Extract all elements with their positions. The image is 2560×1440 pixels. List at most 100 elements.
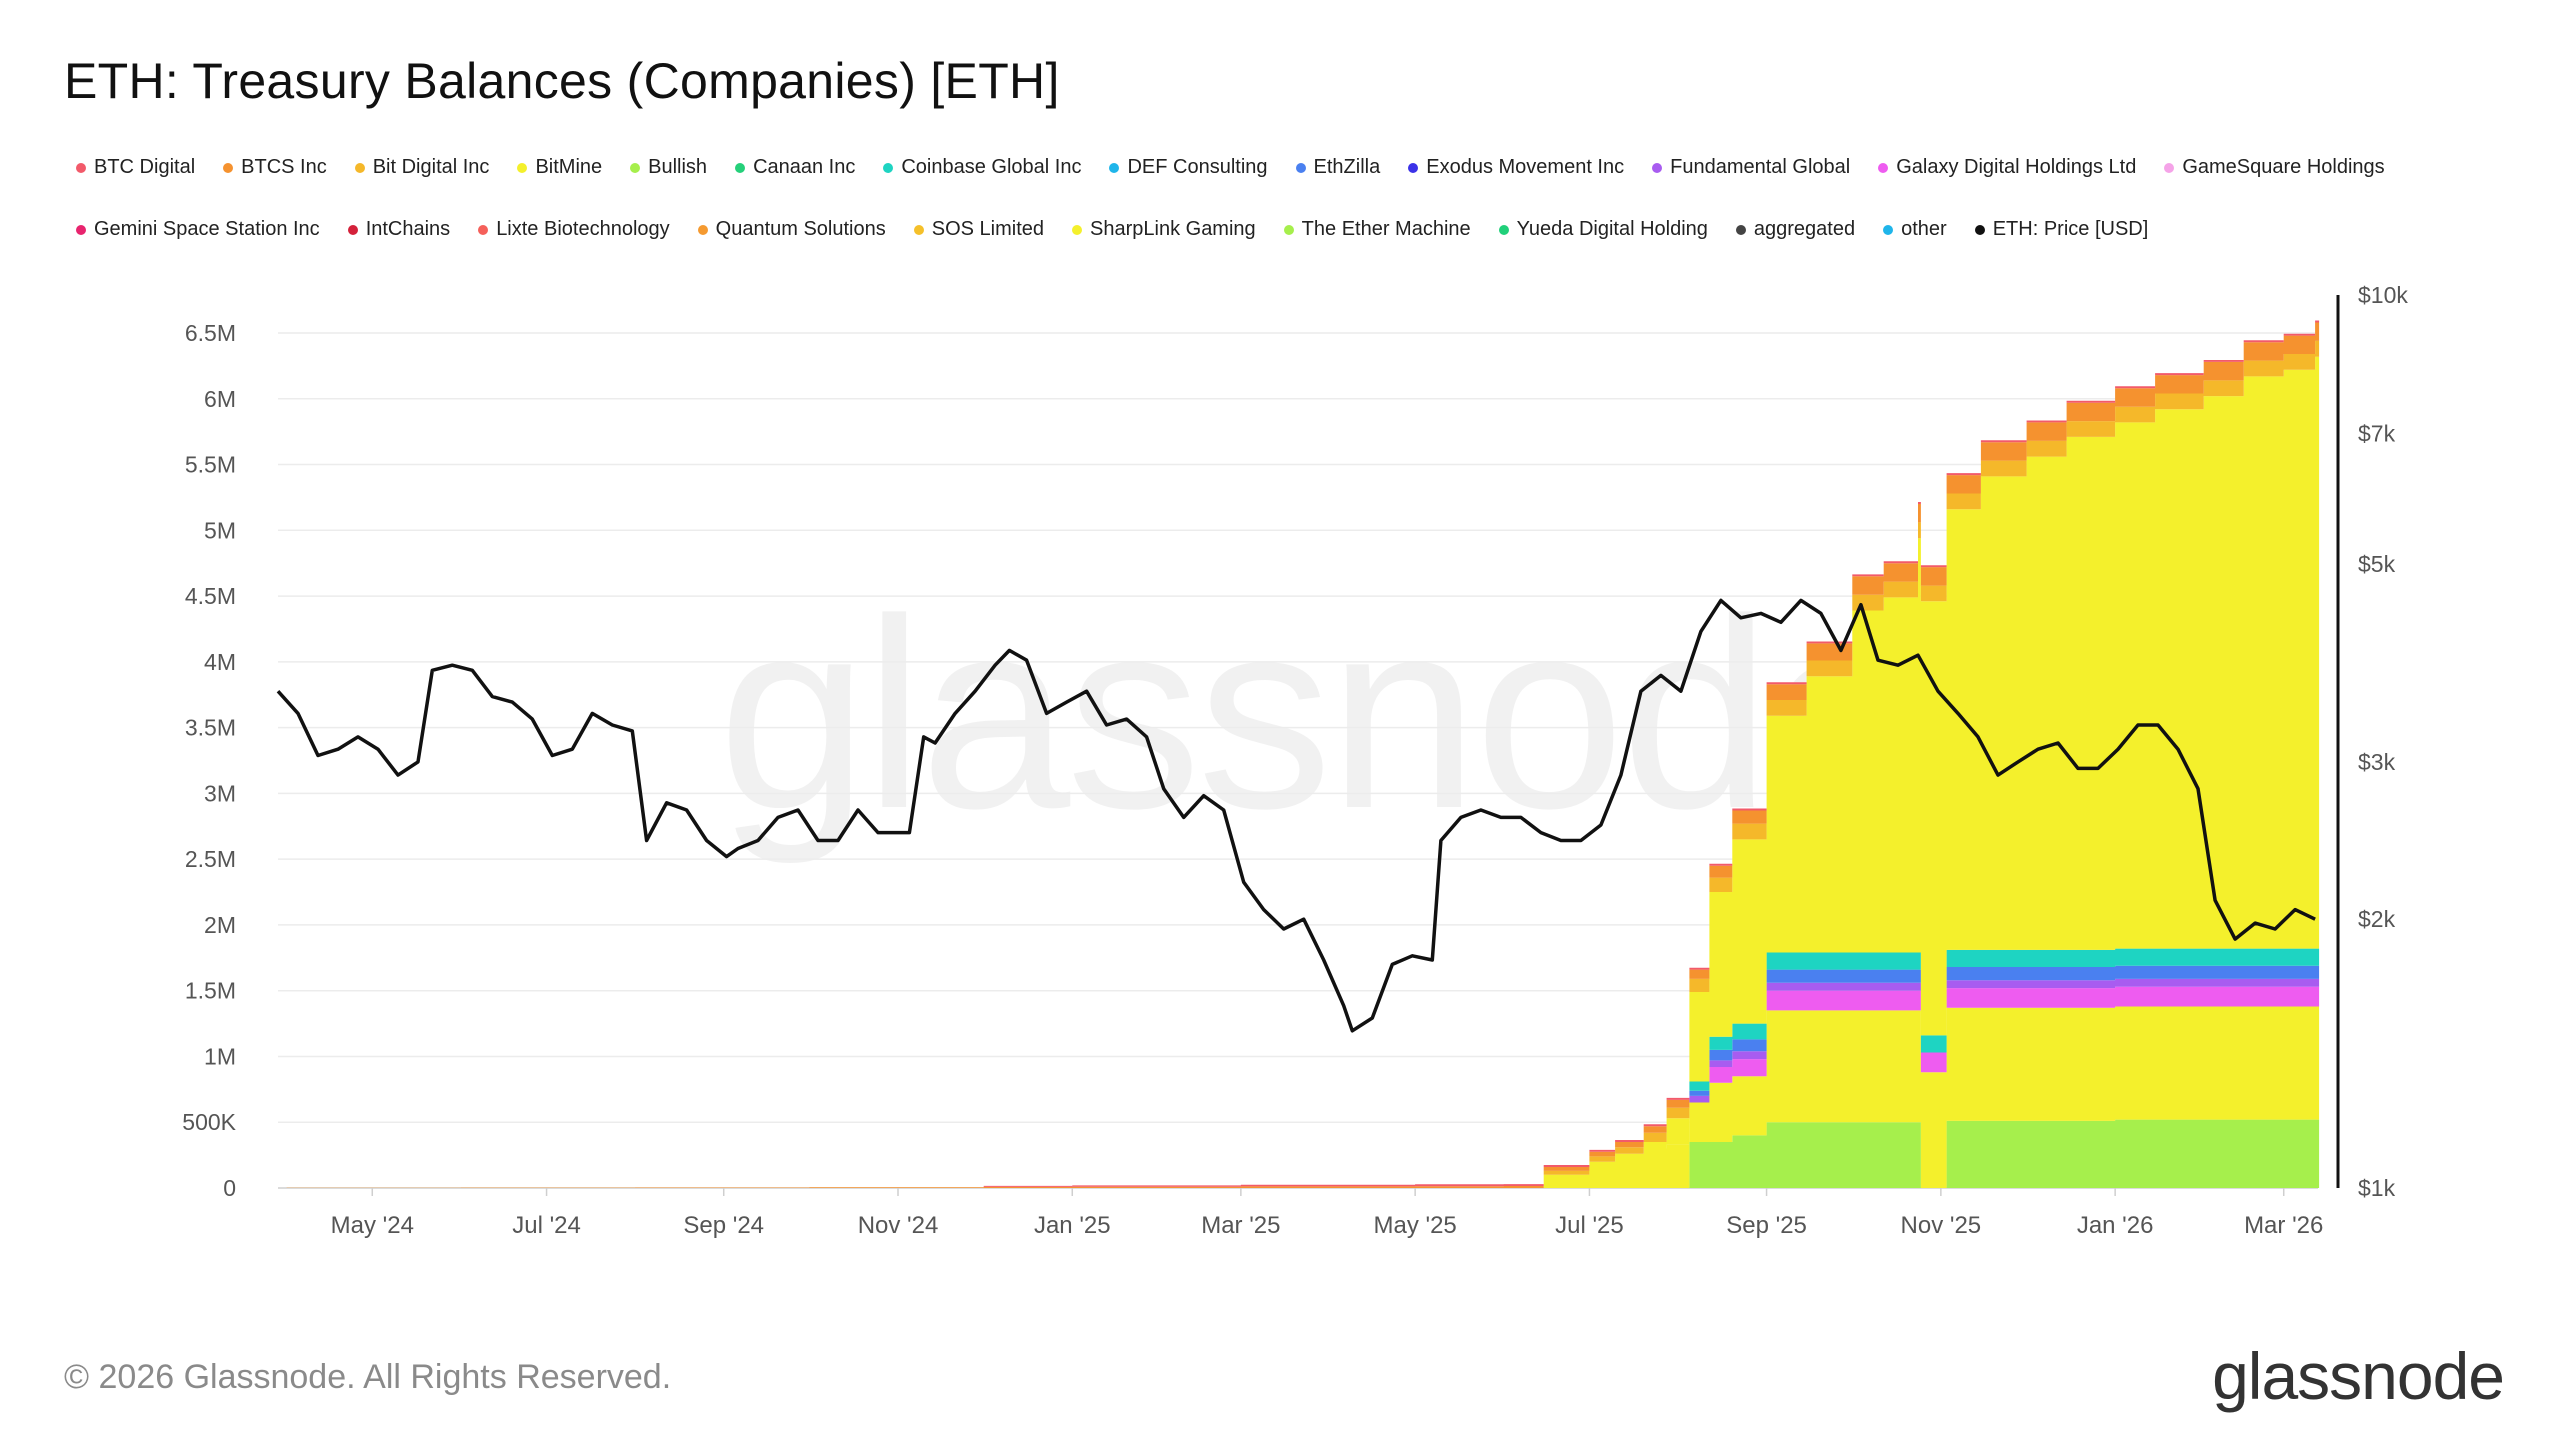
y-tick-label: 6.5M <box>185 320 236 346</box>
legend-item[interactable]: Exodus Movement Inc <box>1408 156 1624 179</box>
legend-label: other <box>1901 218 1947 240</box>
legend-swatch <box>1735 224 1746 235</box>
y-tick-label: 1M <box>204 1043 236 1069</box>
legend-item[interactable]: Lixte Biotechnology <box>478 218 670 241</box>
x-tick-label: May '24 <box>331 1212 414 1239</box>
y-right-tick-label: $10k <box>2358 282 2408 308</box>
legend-swatch <box>1878 162 1889 173</box>
copyright-text: © 2026 Glassnode. All Rights Reserved. <box>64 1358 672 1396</box>
legend-item[interactable]: SharpLink Gaming <box>1072 218 1256 241</box>
x-tick-label: Jan '26 <box>2077 1212 2154 1239</box>
legend-label: Fundamental Global <box>1670 156 1851 178</box>
legend-label: Coinbase Global Inc <box>901 156 1082 178</box>
legend-swatch <box>517 162 528 173</box>
legend-swatch <box>1109 162 1120 173</box>
legend-item[interactable]: BTC Digital <box>76 156 195 179</box>
legend-swatch <box>1283 224 1294 235</box>
area-layer <box>286 320 2320 1188</box>
legend-swatch <box>76 162 86 173</box>
price-layer <box>276 598 2316 1033</box>
legend-item[interactable]: GameSquare Holdings <box>2164 156 2385 179</box>
y-tick-label: 3.5M <box>185 715 236 741</box>
legend-swatch <box>76 224 86 235</box>
legend-item[interactable]: SOS Limited <box>913 218 1045 241</box>
legend-item[interactable]: Quantum Solutions <box>697 218 886 241</box>
legend-item[interactable]: Coinbase Global Inc <box>883 156 1081 179</box>
legend-row-2: Gemini Space Station Inc IntChains Lixte B… <box>76 218 2176 241</box>
x-tick-label: Nov '25 <box>1901 1212 1982 1239</box>
legend-swatch <box>223 162 234 173</box>
area-sharplink-gaming <box>286 1006 2320 1188</box>
legend-item[interactable]: The Ether Machine <box>1283 218 1471 241</box>
legend-label: Gemini Space Station Inc <box>94 218 320 240</box>
legend-swatch <box>697 224 708 235</box>
legend-row-1: BTC Digital BTCS Inc Bit Digital Inc BitMin… <box>76 156 2413 179</box>
legend-swatch <box>1974 224 1985 235</box>
x-tick-label: Jan '25 <box>1034 1212 1111 1239</box>
x-tick-label: Sep '24 <box>683 1212 764 1239</box>
legend-item[interactable]: DEF Consulting <box>1109 156 1268 179</box>
legend-swatch <box>913 224 924 235</box>
chart-title: ETH: Treasury Balances (Companies) [ETH] <box>64 53 1060 109</box>
area-the-ether-machine <box>286 1119 2320 1188</box>
x-tick-label: Sep '25 <box>1726 1212 1807 1239</box>
y-right-tick-label: $5k <box>2358 551 2396 577</box>
y-tick-label: 500K <box>182 1109 236 1135</box>
glassnode-logo: glassnode <box>2212 1339 2505 1413</box>
legend-swatch <box>883 162 894 173</box>
x-tick-label: Nov '24 <box>858 1212 939 1239</box>
y-tick-label: 1.5M <box>185 978 236 1004</box>
legend-swatch <box>2164 162 2175 173</box>
legend-label: BTC Digital <box>94 156 196 178</box>
legend-swatch <box>630 162 641 173</box>
legend-swatch <box>1408 162 1419 173</box>
legend-item[interactable]: Gemini Space Station Inc <box>76 218 320 241</box>
legend-item[interactable]: Canaan Inc <box>735 156 855 179</box>
legend-item[interactable]: Bullish <box>630 156 707 179</box>
legend-swatch <box>1295 162 1306 173</box>
legend-item[interactable]: EthZilla <box>1295 156 1380 179</box>
legend-label: Yueda Digital Holding <box>1516 218 1708 240</box>
legend-label: Exodus Movement Inc <box>1426 156 1625 178</box>
y-right-tick-label: $2k <box>2358 906 2396 932</box>
y-tick-label: 3M <box>204 780 236 806</box>
legend-item[interactable]: other <box>1883 218 1947 241</box>
y-right-tick-label: $1k <box>2358 1175 2396 1201</box>
legend-item[interactable]: Fundamental Global <box>1652 156 1850 179</box>
legend-item[interactable]: aggregated <box>1735 218 1856 241</box>
legend-item[interactable]: ETH: Price [USD] <box>1974 218 2149 241</box>
legend-label: SharpLink Gaming <box>1090 218 1256 240</box>
legend-swatch <box>1498 224 1509 235</box>
legend-label: DEF Consulting <box>1127 156 1268 178</box>
legend-item[interactable]: BitMine <box>517 156 602 179</box>
y-tick-label: 2.5M <box>185 846 236 872</box>
legend-item[interactable]: BTCS Inc <box>223 156 327 179</box>
legend-item[interactable]: IntChains <box>347 218 451 241</box>
legend-label: ETH: Price [USD] <box>1992 218 2149 240</box>
legend-item[interactable]: Galaxy Digital Holdings Ltd <box>1878 156 2136 179</box>
y-tick-label: 2M <box>204 912 236 938</box>
x-tick-label: Jul '24 <box>512 1212 581 1239</box>
legend-label: GameSquare Holdings <box>2182 156 2385 178</box>
legend-label: IntChains <box>365 218 451 240</box>
legend-label: aggregated <box>1753 218 1856 240</box>
legend-swatch <box>1652 162 1663 173</box>
y-tick-label: 6M <box>204 386 236 412</box>
eth-price-line <box>276 598 2316 1033</box>
y-tick-label: 4.5M <box>185 583 236 609</box>
legend-label: Galaxy Digital Holdings Ltd <box>1896 156 2137 178</box>
legend-swatch <box>1072 224 1083 235</box>
legend-item[interactable]: Bit Digital Inc <box>354 156 490 179</box>
legend-label: Lixte Biotechnology <box>496 218 670 240</box>
axis-layer: 0 500K 1M 1.5M 2M 2.5M 3M 3.5M 4M 4.5M 5M 5.5M 6M 6.5… <box>182 282 2408 1239</box>
legend-item[interactable]: Yueda Digital Holding <box>1498 218 1708 241</box>
legend-label: Bit Digital Inc <box>372 156 490 178</box>
legend-label: Quantum Solutions <box>715 218 886 240</box>
x-tick-label: May '25 <box>1373 1212 1456 1239</box>
legend-label: Bullish <box>648 156 708 178</box>
y-tick-label: 5.5M <box>185 452 236 478</box>
legend-label: SOS Limited <box>931 218 1045 240</box>
y-right-tick-label: $7k <box>2358 420 2396 446</box>
y-right-tick-label: $3k <box>2358 749 2396 775</box>
